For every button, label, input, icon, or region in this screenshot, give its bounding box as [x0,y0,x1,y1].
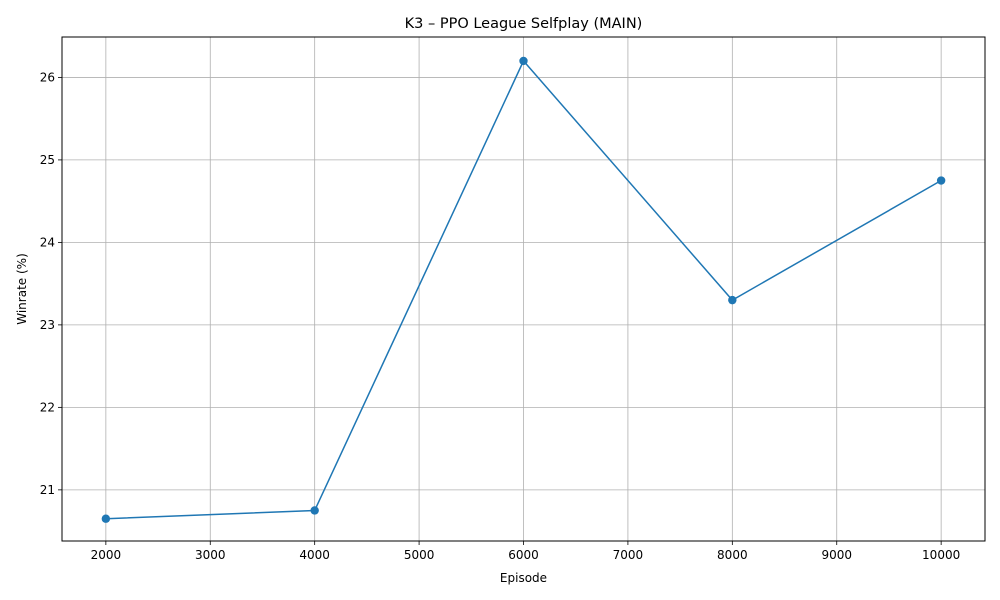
axis-ticks: 2000 3000 4000 5000 6000 7000 8000 9000 10000 21 2… [40,70,961,562]
x-tick-label: 2000 [91,548,122,562]
x-tick-label: 4000 [299,548,330,562]
y-tick-label: 22 [40,400,55,414]
data-point-marker [728,295,737,305]
y-tick-label: 26 [40,70,55,84]
y-axis-title: Winrate (%) [15,253,29,325]
x-axis-title: Episode [500,571,547,585]
y-tick-label: 23 [40,318,55,332]
data-point-marker [310,506,319,515]
y-tick-label: 25 [40,153,55,167]
x-tick-label: 5000 [404,548,435,562]
y-tick-label: 21 [40,483,55,497]
y-tick-label: 24 [40,235,55,249]
x-tick-label: 9000 [821,548,852,562]
grid-lines [62,37,985,541]
series-lines [101,56,946,523]
x-tick-label: 10000 [922,548,960,562]
x-tick-label: 6000 [508,548,539,562]
x-tick-label: 7000 [613,548,644,562]
x-tick-label: 8000 [717,548,748,562]
data-point-marker [936,176,946,185]
data-point-marker [101,514,111,523]
x-tick-label: 3000 [195,548,226,562]
chart-title: K3 – PPO League Selfplay (MAIN) [405,16,643,32]
data-point-marker [519,56,528,66]
